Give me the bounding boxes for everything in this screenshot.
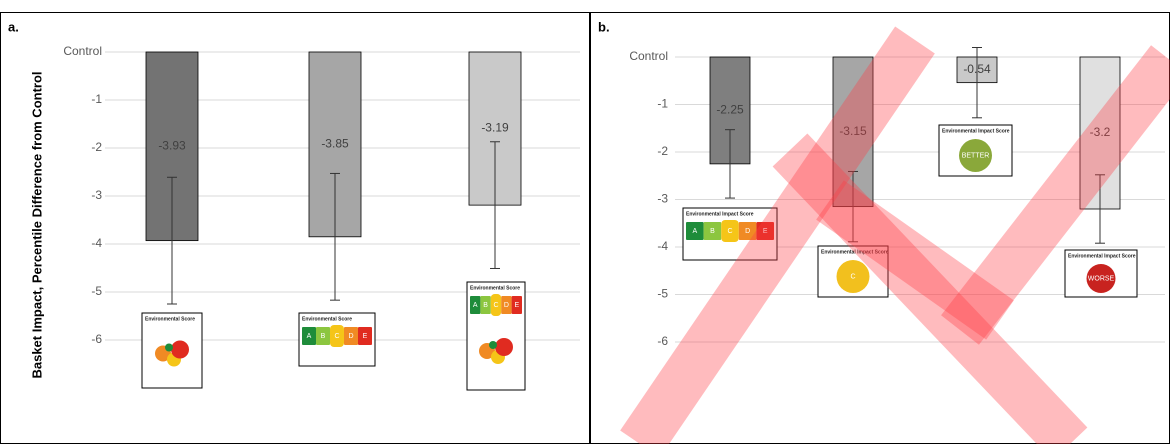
scale-cell bbox=[738, 222, 757, 240]
badge-circle bbox=[836, 260, 870, 293]
value-label: -3.19 bbox=[481, 121, 509, 135]
scale-letter: D bbox=[745, 228, 750, 235]
value-label: -2.25 bbox=[716, 103, 744, 117]
scale-letter: B bbox=[483, 302, 488, 309]
value-label: -3.2 bbox=[1090, 125, 1111, 139]
badge-title: Environmental Impact Score bbox=[942, 128, 1010, 134]
y-tick-label: -3 bbox=[91, 188, 102, 202]
scale-letter: C bbox=[727, 228, 732, 235]
y-tick-label: -6 bbox=[657, 334, 668, 348]
error-bar bbox=[1095, 174, 1105, 244]
y-tick-label: -5 bbox=[91, 284, 102, 298]
badge: Environmental Impact Score A B C D E bbox=[682, 207, 778, 261]
badge: Environmental Score A B C D E bbox=[298, 312, 376, 367]
badge-dot bbox=[171, 340, 189, 359]
scale-cell bbox=[501, 296, 512, 314]
badge-circle bbox=[959, 139, 992, 172]
scale-letter: A bbox=[307, 333, 312, 340]
error-bar bbox=[490, 141, 500, 269]
badge-title: Environmental Impact Score bbox=[686, 211, 754, 217]
badge: Environmental Score bbox=[141, 312, 203, 389]
scale-letter: E bbox=[763, 228, 768, 235]
y-tick-label: -4 bbox=[657, 239, 668, 253]
scale-letter: E bbox=[514, 302, 519, 309]
watermark bbox=[620, 26, 1170, 444]
badge-circle bbox=[1086, 264, 1116, 293]
scale-letter: C bbox=[493, 302, 498, 309]
watermark-stroke bbox=[620, 26, 935, 444]
badge-title: Environmental Impact Score bbox=[821, 249, 889, 255]
badge-title: Environmental Score bbox=[145, 316, 195, 322]
scale-letter: C bbox=[334, 333, 339, 340]
badge: Environmental Impact Score WORSE bbox=[1064, 249, 1138, 298]
scale-cell bbox=[470, 296, 481, 314]
value-label: -3.85 bbox=[321, 137, 349, 151]
scale-letter: A bbox=[473, 302, 478, 309]
watermark-stroke bbox=[772, 133, 1088, 444]
scale-cell bbox=[330, 325, 344, 347]
scale-cell bbox=[703, 222, 722, 240]
error-bar bbox=[972, 47, 982, 119]
y-tick-label: -1 bbox=[91, 92, 102, 106]
watermark-stroke bbox=[816, 180, 1014, 340]
y-tick-label: -4 bbox=[91, 236, 102, 250]
badge: Environmental Impact Score C bbox=[817, 245, 889, 298]
scale-letter: B bbox=[321, 333, 326, 340]
scale-letter: D bbox=[348, 333, 353, 340]
watermark-stroke bbox=[941, 45, 1170, 345]
scale-cell bbox=[480, 296, 491, 314]
badge: Environmental Impact Score BETTER bbox=[938, 124, 1013, 177]
y-tick-label: Control bbox=[629, 49, 668, 63]
badge-word: WORSE bbox=[1088, 275, 1115, 282]
y-tick-label: -1 bbox=[657, 97, 668, 111]
badge-dot bbox=[489, 341, 497, 349]
badge-dot bbox=[495, 338, 513, 356]
scale-letter: D bbox=[504, 302, 509, 309]
scale-cell bbox=[756, 222, 774, 240]
scale-cell bbox=[686, 222, 704, 240]
y-axis-label: Basket Impact, Percentile Difference fro… bbox=[29, 71, 44, 378]
scale-letter: B bbox=[710, 228, 715, 235]
value-label: -3.93 bbox=[158, 138, 186, 152]
y-tick-label: -2 bbox=[91, 140, 102, 154]
badge-dot bbox=[165, 343, 173, 352]
y-tick-label: -3 bbox=[657, 192, 668, 206]
y-tick-label: -5 bbox=[657, 287, 668, 301]
scale-cell bbox=[721, 220, 739, 242]
scale-cell bbox=[344, 327, 358, 345]
value-label: -3.15 bbox=[839, 124, 867, 138]
panel-title: b. bbox=[598, 19, 610, 34]
error-bar bbox=[848, 170, 858, 243]
scale-cell bbox=[316, 327, 330, 345]
badge: Environmental Score A B C D E bbox=[466, 281, 526, 391]
error-bar bbox=[725, 129, 735, 199]
scale-cell bbox=[490, 294, 502, 316]
scale-letter: E bbox=[363, 333, 368, 340]
scale-letter: A bbox=[692, 228, 697, 235]
badge-word: C bbox=[850, 273, 855, 280]
y-tick-label: -2 bbox=[657, 144, 668, 158]
scale-cell bbox=[358, 327, 372, 345]
y-tick-label: -6 bbox=[91, 332, 102, 346]
scale-cell bbox=[302, 327, 316, 345]
error-bar bbox=[330, 172, 340, 301]
value-label: -0.54 bbox=[963, 62, 991, 76]
badge-title: Environmental Score bbox=[302, 316, 352, 322]
panel-title: a. bbox=[8, 19, 19, 34]
scale-cell bbox=[511, 296, 522, 314]
badge-word: BETTER bbox=[962, 152, 990, 159]
error-bar bbox=[167, 176, 177, 305]
charts: a. Basket Impact, Percentile Difference f… bbox=[8, 19, 1165, 391]
y-tick-label: Control bbox=[63, 44, 102, 58]
badge-title: Environmental Impact Score bbox=[1068, 253, 1136, 259]
badge-title: Environmental Score bbox=[470, 285, 520, 291]
